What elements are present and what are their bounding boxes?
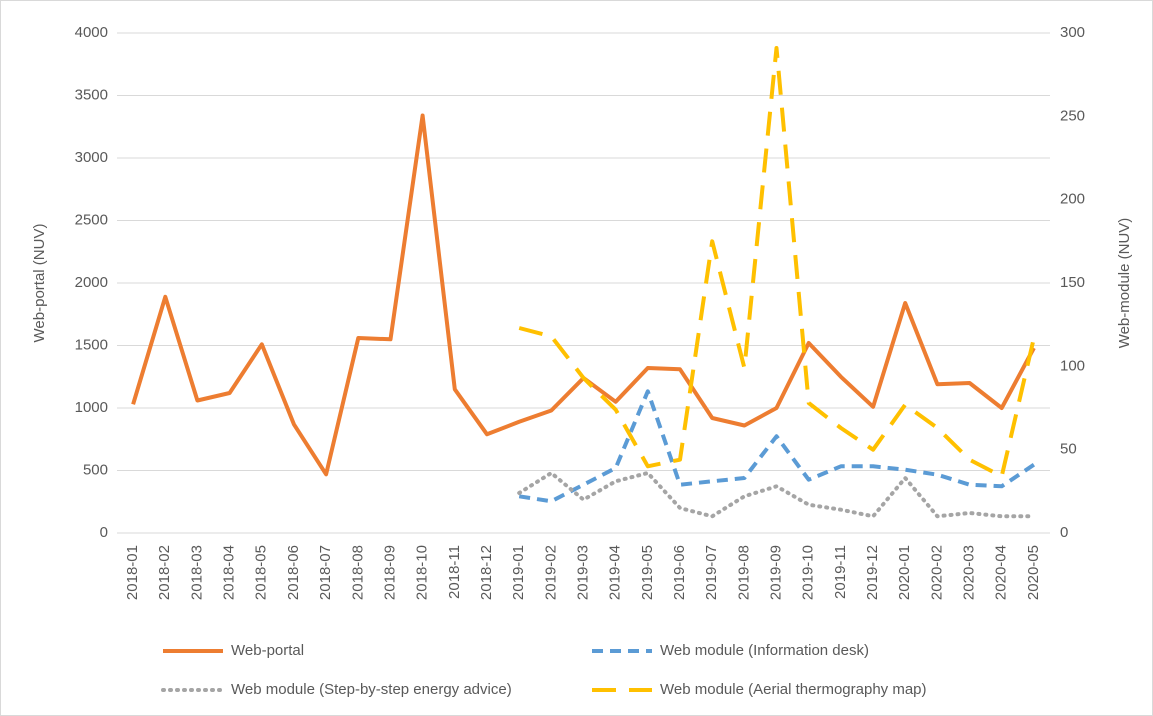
x-tick-label: 2018-04 [221,545,238,600]
y2-tick-label: 200 [1060,191,1085,208]
x-tick-label: 2018-11 [446,545,463,599]
y-tick-label: 500 [83,461,108,478]
y-tick-label: 2500 [75,211,108,228]
x-tick-label: 2019-02 [542,545,559,600]
x-tick-label: 2018-06 [285,545,302,600]
series-line [518,46,1036,479]
x-tick-label: 2019-10 [800,545,817,600]
y2-tick-label: 300 [1060,24,1085,41]
y2-tick-label: 250 [1060,107,1085,124]
y-axis-title: Web-portal (NUV) [31,224,48,343]
y-tick-label: 1000 [75,399,108,416]
x-tick-label: 2020-05 [1025,545,1042,600]
x-tick-label: 2019-03 [574,545,591,600]
y2-tick-label: 0 [1060,524,1068,541]
x-tick-label: 2020-04 [993,545,1010,600]
series-line [517,471,1036,519]
y2-tick-label: 50 [1060,441,1077,458]
y-tick-label: 2000 [75,274,108,291]
x-tick-label: 2020-03 [961,545,978,600]
x-tick-label: 2019-12 [864,545,881,600]
x-tick-label: 2019-04 [607,545,624,600]
x-tick-label: 2018-09 [381,545,398,600]
x-tick-label: 2018-10 [414,545,431,600]
x-tick-label: 2019-07 [703,545,720,600]
x-tick-label: 2019-01 [510,545,527,600]
x-tick-label: 2019-09 [768,545,785,600]
y2-tick-label: 150 [1060,274,1085,291]
y2-axis-title: Web-module (NUV) [1116,218,1133,349]
x-tick-label: 2019-06 [671,545,688,600]
x-tick-label: 2019-05 [639,545,656,600]
legend-label: Web module (Aerial thermography map) [660,681,927,698]
x-tick-label: 2019-08 [735,545,752,600]
x-tick-label: 2019-11 [832,545,849,599]
y-tick-label: 4000 [75,24,108,41]
x-tick-label: 2018-12 [478,545,495,600]
y-tick-label: 0 [100,524,108,541]
series-line [518,389,1036,504]
x-tick-label: 2018-03 [188,545,205,600]
y-tick-label: 3500 [75,86,108,103]
y-tick-label: 1500 [75,336,108,353]
y2-tick-label: 100 [1060,357,1085,374]
x-tick-label: 2018-05 [253,545,270,600]
legend-label: Web module (Information desk) [660,642,869,659]
x-tick-label: 2018-08 [349,545,366,600]
y-tick-label: 3000 [75,149,108,166]
x-tick-label: 2020-01 [896,545,913,600]
legend-label: Web module (Step-by-step energy advice) [231,681,512,698]
legend-label: Web-portal [231,642,304,659]
x-tick-label: 2018-07 [317,545,334,600]
x-tick-label: 2018-01 [124,545,141,600]
x-tick-label: 2020-02 [928,545,945,600]
x-tick-label: 2018-02 [156,545,173,600]
